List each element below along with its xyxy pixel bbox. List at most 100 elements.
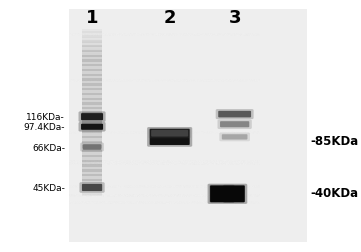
Bar [82, 143, 102, 144]
Bar [82, 123, 102, 124]
Bar [82, 191, 102, 192]
Bar [82, 164, 102, 165]
Bar [82, 30, 102, 31]
FancyBboxPatch shape [80, 143, 104, 152]
Bar [82, 93, 102, 94]
Bar [82, 160, 102, 161]
FancyBboxPatch shape [81, 114, 103, 121]
Bar [82, 144, 102, 145]
Bar [82, 58, 102, 59]
Bar [82, 79, 102, 80]
Bar [82, 77, 102, 78]
Bar [82, 66, 102, 67]
Bar [82, 80, 102, 81]
FancyBboxPatch shape [208, 184, 247, 204]
Bar [82, 189, 102, 190]
Bar [82, 148, 102, 149]
Text: 116KDa-: 116KDa- [26, 113, 65, 122]
Bar [82, 37, 102, 38]
Bar [82, 136, 102, 137]
Bar [82, 67, 102, 68]
Bar [82, 163, 102, 164]
Bar [82, 32, 102, 33]
Bar [82, 56, 102, 57]
Bar [82, 82, 102, 83]
Bar [82, 126, 102, 127]
Bar [82, 140, 102, 141]
Bar [82, 104, 102, 105]
Bar [82, 51, 102, 52]
Bar [82, 96, 102, 97]
Bar [82, 117, 102, 118]
FancyBboxPatch shape [151, 130, 188, 137]
Bar [82, 167, 102, 168]
Bar [82, 100, 102, 101]
Bar [82, 58, 102, 59]
Bar [82, 131, 102, 132]
Bar [82, 173, 102, 174]
Bar [82, 83, 102, 84]
Bar [82, 187, 102, 188]
Text: 2: 2 [164, 9, 176, 27]
Bar [82, 43, 102, 44]
Bar [82, 44, 102, 45]
Bar [82, 151, 102, 152]
Bar [82, 38, 102, 39]
FancyBboxPatch shape [150, 129, 190, 145]
Bar [82, 77, 102, 78]
Bar [82, 123, 102, 124]
Bar [82, 143, 102, 144]
Bar [82, 69, 102, 70]
Bar [82, 114, 102, 115]
Bar [82, 162, 102, 163]
Bar [82, 175, 102, 176]
Bar [82, 160, 102, 161]
Bar [82, 39, 102, 40]
Bar [82, 142, 102, 143]
FancyBboxPatch shape [220, 122, 249, 128]
FancyBboxPatch shape [217, 120, 252, 130]
FancyBboxPatch shape [79, 122, 105, 132]
Bar [82, 149, 102, 150]
Bar [82, 89, 102, 90]
Bar [82, 167, 102, 168]
Bar [82, 81, 102, 82]
Bar [82, 152, 102, 153]
Bar [82, 174, 102, 175]
Bar [82, 158, 102, 159]
Bar [82, 96, 102, 97]
Bar [82, 63, 102, 64]
Bar [82, 130, 102, 131]
Bar [82, 124, 102, 125]
Bar [82, 152, 102, 153]
Bar [82, 54, 102, 55]
Bar [82, 172, 102, 173]
Bar [82, 39, 102, 40]
Bar [82, 165, 102, 166]
Bar [82, 107, 102, 108]
Bar [82, 169, 102, 170]
Bar [82, 59, 102, 60]
Bar [82, 171, 102, 172]
Bar [82, 156, 102, 157]
Bar [82, 43, 102, 44]
Bar [82, 87, 102, 88]
Bar [82, 118, 102, 119]
Bar [82, 183, 102, 184]
FancyBboxPatch shape [81, 124, 103, 130]
Bar [82, 72, 102, 73]
Bar [82, 114, 102, 115]
Bar [82, 188, 102, 189]
Bar [82, 172, 102, 173]
Bar [82, 45, 102, 46]
Bar [82, 180, 102, 181]
Bar [82, 40, 102, 41]
Bar [82, 115, 102, 116]
Bar [82, 139, 102, 140]
Bar [82, 61, 102, 62]
Bar [82, 145, 102, 146]
Bar [82, 86, 102, 87]
Bar [82, 99, 102, 100]
Bar [82, 35, 102, 36]
Bar [82, 49, 102, 50]
